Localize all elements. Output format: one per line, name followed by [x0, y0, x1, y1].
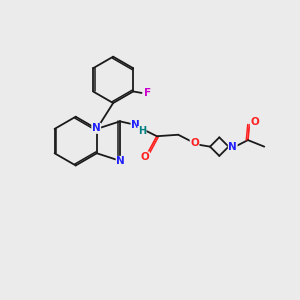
Text: O: O — [141, 152, 149, 162]
Text: F: F — [144, 88, 151, 98]
Text: N: N — [228, 142, 237, 152]
Text: N: N — [116, 156, 125, 167]
Text: O: O — [190, 138, 199, 148]
Text: O: O — [250, 117, 259, 127]
Text: N: N — [131, 120, 140, 130]
Text: H: H — [138, 127, 146, 136]
Text: N: N — [92, 123, 100, 133]
